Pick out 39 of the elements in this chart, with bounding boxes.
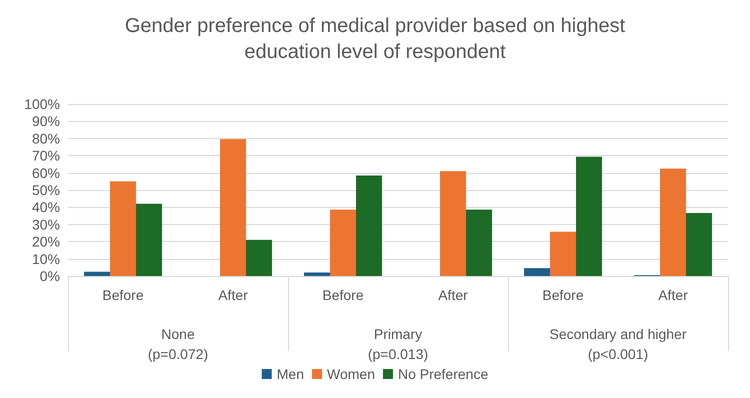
- bar: [330, 210, 356, 276]
- bar: [136, 204, 162, 276]
- y-tick-label: 70%: [32, 148, 60, 164]
- bar: [686, 213, 712, 276]
- bar: [304, 272, 330, 276]
- bar: [550, 232, 576, 276]
- bar: [220, 139, 246, 276]
- y-tick-label: 30%: [32, 216, 60, 232]
- y-tick-label: 80%: [32, 130, 60, 146]
- x-tick-label: Before: [322, 287, 364, 303]
- text: Primary (p=0.013): [368, 326, 428, 362]
- text: None (p=0.072): [148, 326, 208, 362]
- x-tick-label: After: [218, 287, 248, 303]
- legend-label: Men: [276, 366, 304, 382]
- y-tick-label: 60%: [32, 164, 60, 181]
- bar: [524, 268, 550, 276]
- y-tick-label: 20%: [32, 234, 60, 250]
- y-tick-label: 0%: [40, 268, 60, 284]
- x-tick-label: After: [438, 287, 468, 303]
- bar: [246, 240, 272, 276]
- x-tick-label: After: [658, 287, 688, 303]
- bar: [440, 171, 466, 276]
- bar: [660, 168, 686, 276]
- bar: [110, 181, 136, 276]
- y-tick-label: 40%: [32, 199, 60, 216]
- bar: [466, 210, 492, 276]
- x-tick-label: Before: [102, 287, 144, 303]
- chart-title: Gender preference of medical provider based on highest education level of respondent: [124, 15, 626, 63]
- bar: [576, 156, 602, 276]
- legend-label: Women: [326, 366, 375, 382]
- bar: [84, 272, 110, 276]
- y-tick-label: 10%: [32, 250, 60, 267]
- y-tick-label: 90%: [32, 113, 60, 130]
- y-tick-label: 100%: [24, 96, 60, 112]
- bar: [356, 176, 382, 276]
- legend-label: No Preference: [398, 366, 488, 382]
- y-tick-label: 50%: [32, 182, 60, 198]
- x-tick-label: Before: [542, 287, 584, 303]
- text: Secondary and higher (p<0.001): [550, 326, 687, 362]
